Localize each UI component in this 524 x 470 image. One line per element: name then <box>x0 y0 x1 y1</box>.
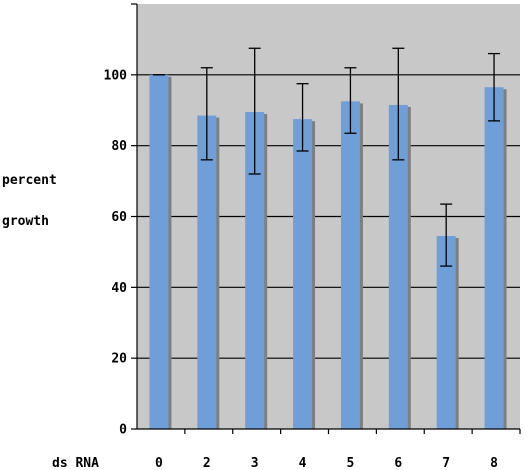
bar <box>388 104 408 429</box>
y-tick-label: 40 <box>111 281 127 296</box>
y-axis-label-line-1: percent <box>2 173 57 188</box>
x-tick-label: 0 <box>155 456 163 470</box>
bar <box>484 87 504 430</box>
bar <box>245 112 265 429</box>
y-tick-label: 0 <box>119 423 127 438</box>
x-tick-label: 3 <box>251 456 259 470</box>
x-tick-label: 6 <box>394 456 402 470</box>
x-tick-label: 4 <box>299 456 307 470</box>
y-axis-label-line-2: growth <box>2 214 49 229</box>
y-tick-label: 60 <box>111 210 127 225</box>
y-tick-label: 20 <box>111 352 127 367</box>
y-tick-label: 100 <box>104 68 128 83</box>
x-tick-label: 2 <box>203 456 211 470</box>
bar <box>436 235 456 429</box>
x-tick-label: 8 <box>490 456 498 470</box>
bar <box>197 115 217 429</box>
bar <box>149 74 169 429</box>
x-axis-label: ds RNA <box>52 456 99 470</box>
x-tick-label: 7 <box>442 456 450 470</box>
bar <box>293 119 313 430</box>
y-tick-label: 80 <box>111 139 127 154</box>
x-tick-label: 5 <box>347 456 355 470</box>
bar <box>340 101 360 429</box>
